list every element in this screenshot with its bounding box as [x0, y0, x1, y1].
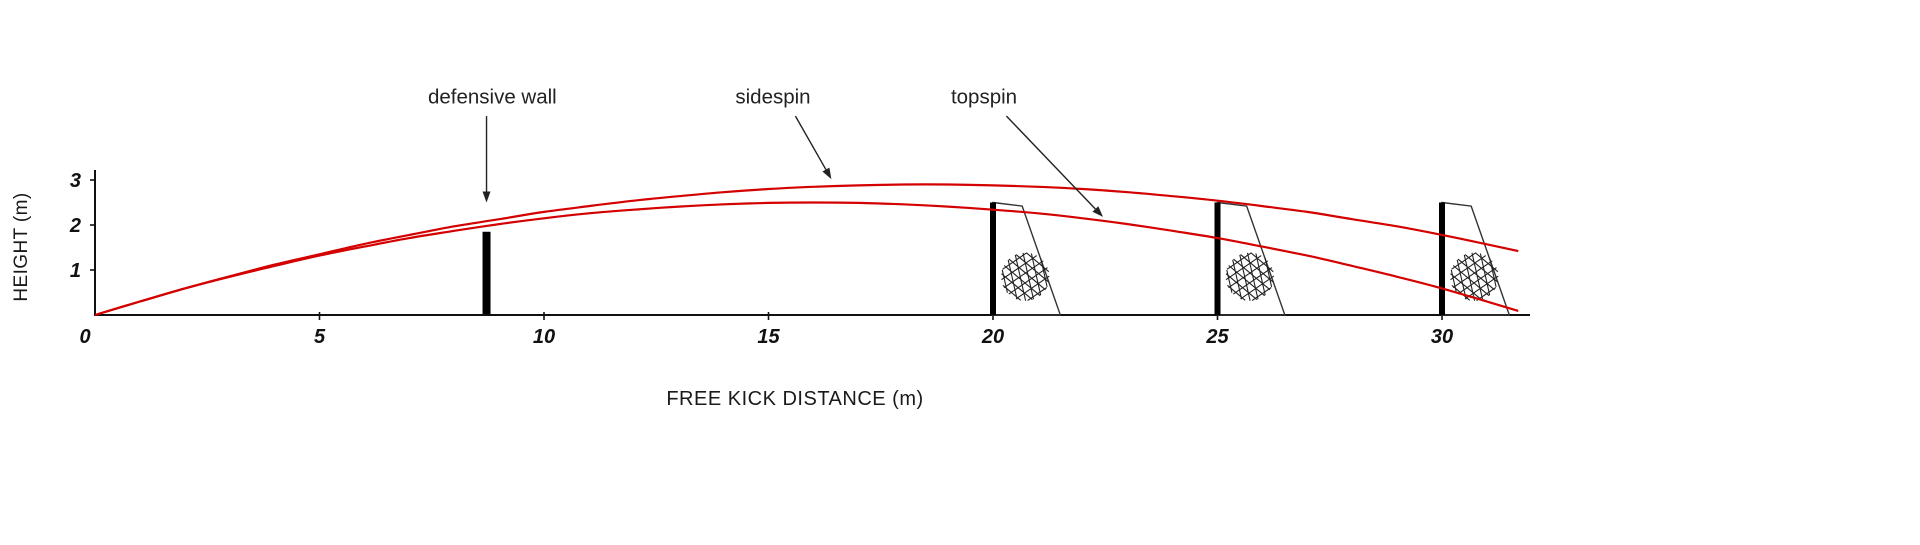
annotation-sidespin-arrow: [794, 115, 827, 170]
annotation-defensive-wall-label: defensive wall: [428, 86, 557, 109]
annotation-topspin-arrow: [1005, 115, 1096, 210]
annotation-sidespin-label: sidespin: [735, 86, 810, 109]
x-tick-label-15: 15: [757, 326, 780, 348]
y-tick-label-1: 1: [70, 260, 81, 282]
x-tick-label-25: 25: [1205, 326, 1229, 348]
annotation-sidespin-arrow-head: [822, 167, 832, 180]
goal-20m-net-outline: [992, 201, 1062, 316]
y-tick-label-2: 2: [69, 215, 81, 237]
goal-30m-net-mesh: [1450, 252, 1499, 302]
annotation-topspin-arrow-head: [1092, 206, 1104, 217]
x-axis-title: FREE KICK DISTANCE (m): [666, 388, 924, 410]
x-tick-label-20: 20: [981, 326, 1004, 348]
sidespin-curve: [94, 183, 1519, 317]
topspin-curve: [94, 201, 1519, 317]
x-tick-label-5: 5: [314, 326, 326, 348]
goal-25m-net-outline: [1216, 201, 1286, 316]
annotation-topspin-label: topspin: [951, 86, 1017, 109]
goal-25m-net-mesh: [1225, 252, 1275, 302]
y-tick-label-3: 3: [70, 170, 81, 192]
x-tick-label-10: 10: [533, 326, 555, 348]
x-tick-label-0: 0: [79, 326, 90, 348]
y-axis-title: HEIGHT (m): [11, 192, 32, 302]
x-tick-label-30: 30: [1431, 326, 1453, 348]
annotation-defensive-wall-arrow-head: [482, 191, 491, 203]
goal-20m-net-mesh: [1001, 252, 1050, 302]
